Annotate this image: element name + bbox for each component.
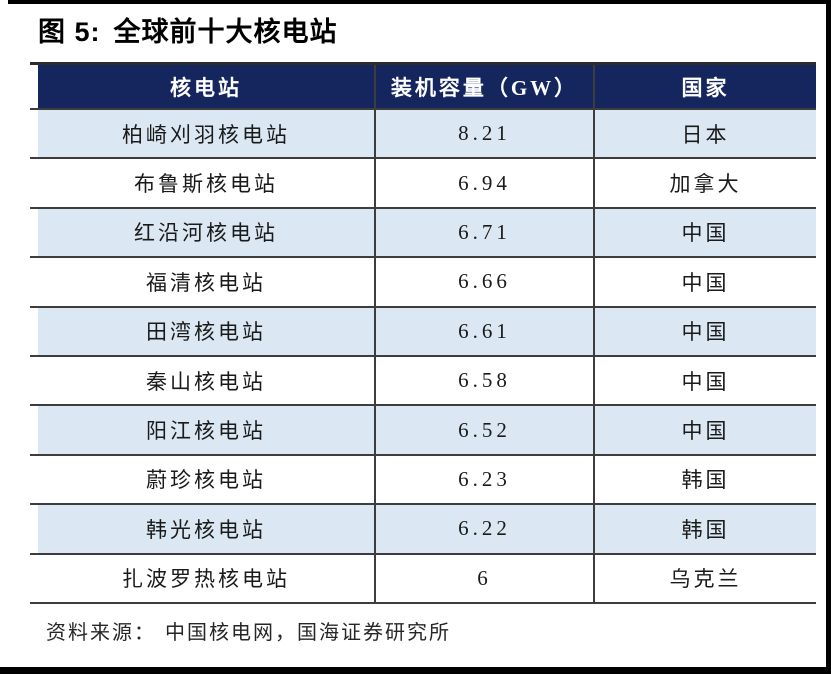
table-row: 布鲁斯核电站 6.94 加拿大 [30, 159, 816, 210]
plant-name-cell: 柏崎刈羽核电站 [38, 110, 376, 158]
plant-name-cell: 福清核电站 [38, 258, 376, 306]
data-source: 资料来源： 中国核电网，国海证券研究所 [46, 616, 451, 645]
table-row: 福清核电站 6.66 中国 [30, 258, 816, 308]
plant-name-cell: 布鲁斯核电站 [38, 159, 376, 207]
capacity-cell: 6.71 [376, 208, 595, 257]
figure-title-text: 全球前十大核电站 [113, 17, 338, 47]
right-border-rule [826, 0, 831, 674]
country-cell: 韩国 [681, 517, 730, 542]
plant-name-cell: 田湾核电站 [38, 307, 376, 355]
figure-title: 图 5: 全球前十大核电站 [38, 12, 338, 52]
country-cell: 乌克兰 [669, 567, 742, 592]
capacity-cell: 6.58 [376, 356, 595, 405]
country-cell: 中国 [681, 270, 730, 295]
country-cell: 加拿大 [669, 172, 742, 197]
column-header-plant: 核电站 [38, 65, 376, 108]
table-header-row: 核电站 装机容量（GW） 国家 [30, 65, 816, 110]
plant-name-cell: 韩光核电站 [38, 505, 376, 553]
nuclear-plants-table: 核电站 装机容量（GW） 国家 柏崎刈羽核电站 8.21 日本 布鲁斯核电站 6… [30, 62, 816, 605]
plant-name-cell: 秦山核电站 [38, 356, 376, 405]
capacity-cell: 6.66 [376, 258, 595, 306]
top-border-rule [8, 0, 831, 4]
table-row: 蔚珍核电站 6.23 韩国 [30, 455, 816, 506]
table-row: 秦山核电站 6.58 中国 [30, 356, 816, 407]
capacity-cell: 6 [376, 554, 595, 602]
column-header-country: 国家 [681, 75, 730, 100]
capacity-cell: 8.21 [376, 110, 595, 158]
table-row: 柏崎刈羽核电站 8.21 日本 [30, 110, 816, 160]
table-row: 阳江核电站 6.52 中国 [30, 406, 816, 457]
table-row: 红沿河核电站 6.71 中国 [30, 208, 816, 259]
country-cell: 中国 [681, 221, 730, 246]
capacity-cell: 6.52 [376, 406, 595, 454]
country-cell: 中国 [681, 320, 730, 345]
plant-name-cell: 红沿河核电站 [38, 208, 376, 257]
column-header-capacity: 装机容量（GW） [376, 65, 595, 108]
figure-number: 图 5: [38, 17, 101, 47]
source-text: 中国核电网，国海证券研究所 [165, 622, 451, 644]
capacity-cell: 6.61 [376, 307, 595, 355]
plant-name-cell: 阳江核电站 [38, 406, 376, 454]
table-row: 扎波罗热核电站 6 乌克兰 [30, 554, 816, 605]
plant-name-cell: 蔚珍核电站 [38, 455, 376, 504]
capacity-cell: 6.94 [376, 159, 595, 207]
capacity-cell: 6.23 [376, 455, 595, 504]
table-row: 田湾核电站 6.61 中国 [30, 307, 816, 358]
country-cell: 中国 [681, 419, 730, 444]
country-cell: 日本 [681, 122, 730, 147]
table-row: 韩光核电站 6.22 韩国 [30, 505, 816, 555]
bottom-border-rule [0, 667, 831, 674]
capacity-cell: 6.22 [376, 505, 595, 553]
table-body: 柏崎刈羽核电站 8.21 日本 布鲁斯核电站 6.94 加拿大 红沿河核电站 6… [30, 110, 816, 605]
plant-name-cell: 扎波罗热核电站 [38, 554, 376, 602]
source-label: 资料来源： [46, 622, 156, 644]
country-cell: 中国 [681, 369, 730, 394]
country-cell: 韩国 [681, 468, 730, 493]
